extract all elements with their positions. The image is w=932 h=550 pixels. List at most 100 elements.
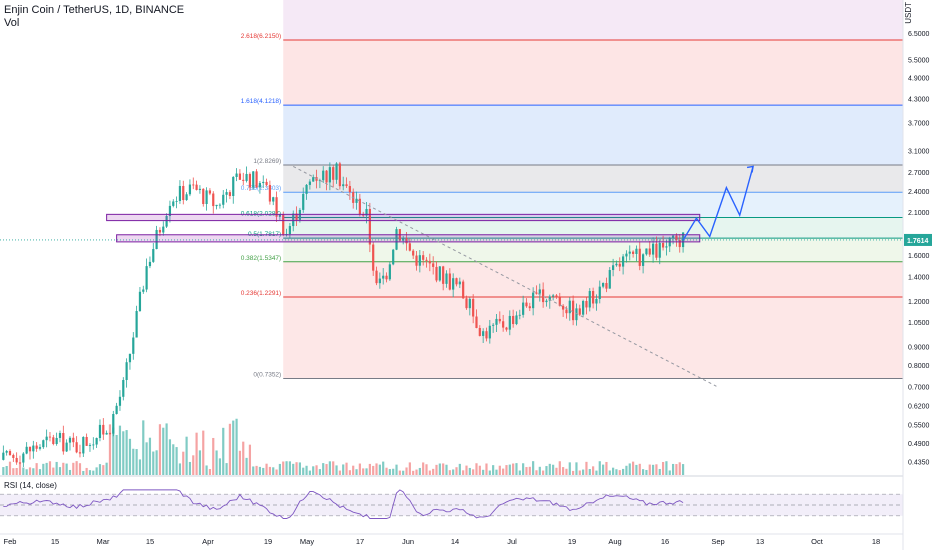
volume-bar	[325, 464, 328, 475]
volume-bar	[348, 470, 351, 475]
fib-band	[283, 40, 904, 106]
volume-bar	[565, 468, 568, 475]
candle-body	[102, 424, 105, 435]
volume-bar	[272, 467, 275, 475]
volume-bar	[418, 467, 421, 475]
candle-body	[365, 208, 368, 216]
candle-body	[192, 184, 195, 186]
volume-bar	[188, 461, 192, 475]
candle-body	[631, 251, 635, 254]
volume-bar	[95, 467, 98, 475]
candle-body	[522, 302, 525, 315]
volume-bar	[255, 465, 258, 475]
candle-body	[568, 300, 571, 314]
time-tick-label: 19	[568, 537, 576, 546]
volume-bar	[458, 463, 461, 475]
volume-bar	[505, 465, 508, 475]
zone-box	[106, 213, 701, 222]
volume-bar	[158, 424, 162, 475]
candle-body	[305, 184, 308, 194]
time-tick-label: Apr	[202, 537, 214, 546]
volume-bar	[365, 468, 368, 475]
volume-bars	[2, 418, 685, 475]
candle-body	[395, 229, 398, 250]
volume-bar	[502, 468, 505, 475]
candle-body	[235, 173, 238, 177]
volume-bar	[338, 470, 341, 475]
candle-body	[582, 300, 585, 315]
candle-body	[122, 380, 125, 397]
candle-body	[52, 437, 55, 444]
candle-body	[438, 266, 441, 281]
volume-label[interactable]: Vol	[4, 17, 20, 29]
candle-body	[215, 204, 218, 207]
symbol-title[interactable]: Enjin Coin / TetherUS, 1D, BINANCE	[4, 4, 185, 16]
candle-body	[125, 362, 128, 381]
candle-body	[542, 289, 545, 303]
candle-body	[12, 454, 15, 458]
candle-body	[532, 292, 535, 309]
time-axis: Feb 15 Mar 15 Apr 19 May 17 Jun 14 Jul 19 Aug 16 Sep 13…	[0, 533, 903, 546]
volume-bar	[465, 465, 468, 475]
fib-level-label: 1.618(4.1218)	[241, 98, 281, 105]
projection-arrowhead	[746, 165, 754, 173]
candle-body	[385, 275, 388, 280]
candle-body	[372, 244, 375, 271]
volume-bar	[85, 467, 88, 475]
candle-body	[648, 248, 651, 255]
volume-bar	[295, 462, 298, 475]
price-tick-label: 0.6200	[908, 404, 930, 411]
candle-body	[645, 248, 648, 255]
time-tick-label: 19	[264, 537, 272, 546]
candle-body	[335, 163, 338, 180]
candle-body	[618, 263, 621, 267]
volume-bar	[118, 425, 122, 475]
candle-body	[38, 447, 42, 449]
volume-bar	[25, 469, 28, 475]
volume-bar	[245, 457, 248, 475]
candle-body	[678, 240, 681, 248]
candle-body	[75, 442, 78, 453]
volume-bar	[352, 465, 355, 475]
candle-body	[195, 184, 198, 190]
volume-bar	[222, 427, 225, 475]
candle-body	[105, 432, 108, 435]
candle-body	[32, 445, 35, 452]
volume-bar	[155, 450, 158, 475]
volume-bar	[22, 467, 25, 475]
candle-body	[458, 281, 461, 285]
volume-bar	[225, 463, 228, 475]
volume-bar	[648, 464, 651, 475]
candle-body	[222, 194, 225, 205]
candle-body	[462, 281, 465, 299]
volume-bar	[615, 469, 618, 475]
volume-bar	[661, 461, 665, 475]
candle-body	[448, 273, 451, 290]
candle-body	[412, 250, 415, 256]
candle-body	[25, 446, 28, 454]
candle-body	[588, 290, 591, 308]
candle-body	[638, 248, 641, 266]
price-tick-label: 2.4000	[908, 189, 930, 196]
candle-body	[135, 311, 138, 338]
fib-level-label: 0.236(1.2291)	[241, 290, 281, 297]
candle-body	[495, 318, 498, 325]
candle-body	[188, 184, 192, 195]
candle-body	[622, 256, 625, 267]
time-tick-label: 13	[756, 537, 764, 546]
time-tick-label: Jul	[507, 537, 517, 546]
volume-bar	[488, 470, 491, 475]
volume-bar	[532, 461, 535, 475]
candle-body	[158, 229, 162, 233]
candle-body	[252, 171, 255, 188]
volume-bar	[671, 463, 675, 475]
volume-bar	[258, 466, 262, 475]
candle-body	[142, 289, 145, 292]
candle-body	[558, 297, 561, 306]
volume-bar	[622, 468, 625, 475]
volume-bar	[328, 461, 331, 475]
time-tick-label: Oct	[811, 537, 824, 546]
price-tick-label: 0.9000	[908, 344, 930, 351]
candle-body	[2, 452, 5, 460]
